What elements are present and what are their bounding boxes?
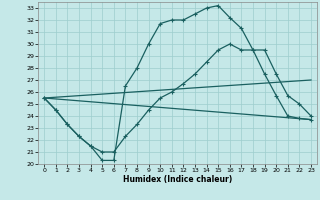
X-axis label: Humidex (Indice chaleur): Humidex (Indice chaleur): [123, 175, 232, 184]
